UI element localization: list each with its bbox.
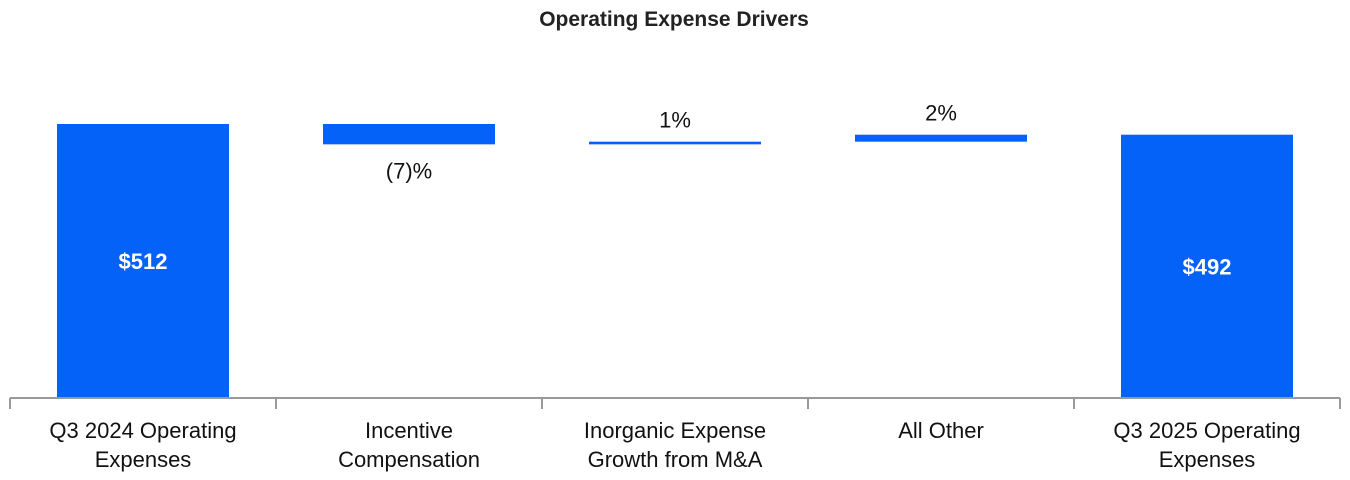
data-label-2: (7)% bbox=[386, 158, 432, 183]
category-label-3: Growth from M&A bbox=[588, 447, 763, 472]
waterfall-bar-3 bbox=[589, 141, 761, 145]
category-label-2: Incentive bbox=[365, 418, 453, 443]
waterfall-bar-5 bbox=[1121, 134, 1293, 398]
category-label-5: Expenses bbox=[1159, 447, 1256, 472]
category-label-1: Expenses bbox=[95, 447, 192, 472]
data-label-3: 1% bbox=[659, 108, 691, 133]
chart-title: Operating Expense Drivers bbox=[539, 8, 809, 31]
category-label-1: Q3 2024 Operating bbox=[49, 418, 236, 443]
category-label-3: Inorganic Expense bbox=[584, 418, 766, 443]
waterfall-bar-2 bbox=[323, 124, 495, 145]
waterfall-bar-1 bbox=[57, 124, 229, 398]
data-label-5: $492 bbox=[1183, 254, 1232, 279]
category-label-5: Q3 2025 Operating bbox=[1113, 418, 1300, 443]
data-label-1: $512 bbox=[119, 249, 168, 274]
category-label-2: Compensation bbox=[338, 447, 480, 472]
data-label-4: 2% bbox=[925, 101, 957, 126]
waterfall-bar-4 bbox=[855, 134, 1027, 142]
category-label-4: All Other bbox=[898, 418, 984, 443]
